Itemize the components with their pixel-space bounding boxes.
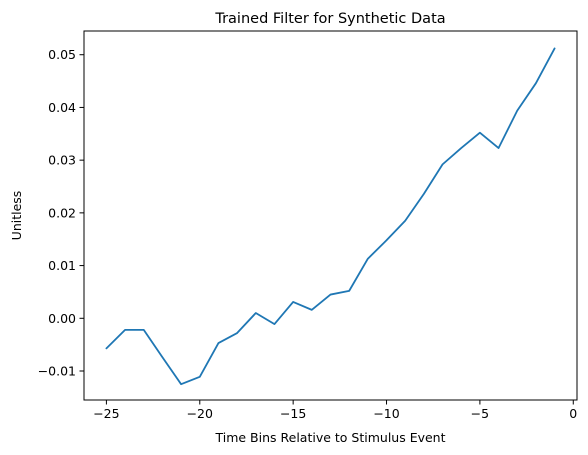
y-axis: −0.01 0.00 0.01 0.02 0.03 0.04 0.05	[38, 47, 84, 379]
y-axis-label: Unitless	[9, 191, 24, 241]
y-tick-label: 0.00	[48, 311, 76, 326]
x-tick-label: −5	[471, 406, 489, 421]
x-axis-label: Time Bins Relative to Stimulus Event	[214, 430, 445, 445]
y-tick-label: 0.03	[48, 153, 76, 168]
plot-area-frame	[83, 30, 578, 401]
x-tick-label: −10	[373, 406, 399, 421]
y-tick-label: 0.01	[48, 258, 76, 273]
x-tick-label: 0	[569, 406, 577, 421]
series-line	[105, 47, 556, 386]
y-tick-label: −0.01	[38, 364, 76, 379]
y-tick-label: 0.02	[48, 205, 76, 220]
y-tick-label: 0.05	[48, 47, 76, 62]
y-tick-label: 0.04	[48, 100, 76, 115]
chart-title: Trained Filter for Synthetic Data	[214, 11, 445, 27]
x-axis: −25 −20 −15 −10 −5 0	[93, 400, 577, 421]
x-tick-label: −20	[187, 406, 213, 421]
x-tick-label: −15	[280, 406, 306, 421]
x-tick-label: −25	[93, 406, 119, 421]
